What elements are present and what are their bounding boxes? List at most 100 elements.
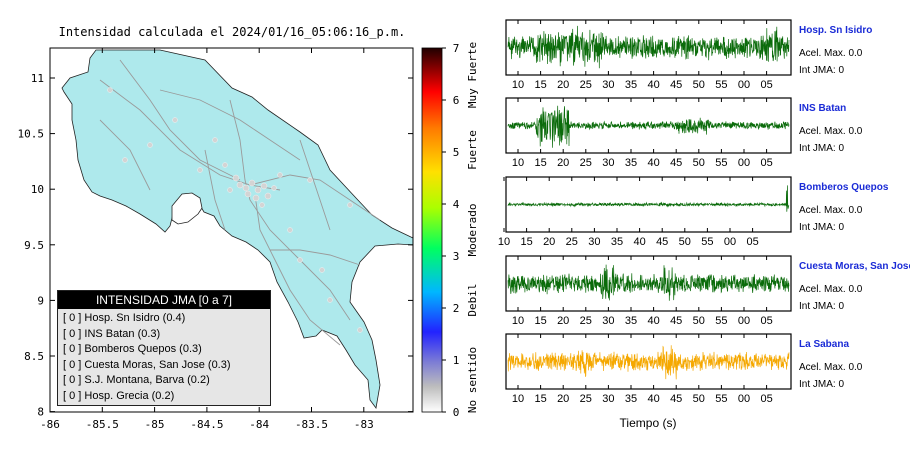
- time-tick-label: 55: [715, 157, 727, 169]
- time-tick-label: 30: [602, 157, 614, 169]
- time-tick-label: 35: [625, 315, 637, 327]
- map-x-tick-label: -84: [249, 418, 269, 431]
- time-tick-label: 30: [588, 236, 600, 248]
- station-max-acceleration: Acel. Max. 0.0: [799, 48, 863, 59]
- time-tick-label: 55: [701, 236, 713, 248]
- legend-item: [ 0 ] Hosp. Grecia (0.2): [63, 389, 175, 402]
- map-x-tick-label: -83: [354, 418, 374, 431]
- map-y-axis: 11 10.5 10 9.5 9 8.5 8: [18, 72, 413, 419]
- map-x-tick-label: -84.5: [190, 418, 223, 431]
- time-tick-label: 45: [656, 236, 668, 248]
- seismogram-trace: [507, 345, 790, 380]
- time-tick-label: 50: [693, 79, 705, 91]
- legend-list: [ 0 ] Hosp. Sn Isidro (0.4) [ 0 ] INS Bat…: [58, 311, 270, 405]
- legend-item: [ 0 ] Bomberos Quepos (0.3): [63, 343, 202, 356]
- seismogram-panel: 10 15 20 25 30 35 40 45 50 55 00 05: [505, 97, 792, 169]
- station-name: INS Batan: [799, 103, 847, 114]
- time-tick-label: 10: [512, 157, 524, 169]
- time-tick-label: 30: [602, 315, 614, 327]
- time-tick-label: 30: [602, 393, 614, 405]
- time-tick-label: 00: [738, 393, 750, 405]
- time-tick-label: 05: [760, 393, 772, 405]
- colorbar-tick-label: 0: [453, 406, 460, 419]
- colorbar-gradient: [421, 47, 443, 413]
- seismogram-panels: 10 15 20 25 30 35 40 45 50 55 00 05 10 15 20 25 30 35 40 45…: [498, 19, 792, 405]
- colorbar-category-label: Muy Fuerte: [466, 42, 479, 108]
- time-tick-label: 25: [580, 157, 592, 169]
- legend-item: [ 0 ] INS Batan (0.3): [63, 327, 161, 340]
- map-y-tick-label: 9.5: [24, 239, 44, 252]
- time-tick-label: 15: [520, 236, 532, 248]
- time-tick-label: 00: [738, 315, 750, 327]
- time-tick-label: 45: [670, 393, 682, 405]
- time-tick-label: 15: [534, 157, 546, 169]
- seismogram-panel: 10 15 20 25 30 35 40 45 50 55 00 05: [505, 333, 792, 405]
- time-tick-label: 05: [760, 157, 772, 169]
- time-tick-label: 35: [625, 79, 637, 91]
- time-tick-label: 40: [647, 393, 659, 405]
- colorbar-category-label: No sentido: [466, 347, 479, 413]
- time-tick-label: 05: [760, 315, 772, 327]
- station-points: [107, 87, 363, 333]
- time-tick-label: 00: [738, 79, 750, 91]
- costa-rica-landmass: [61, 49, 414, 409]
- legend-item: [ 0 ] Hosp. Sn Isidro (0.4): [63, 312, 186, 324]
- map-y-tick-label: 11: [31, 72, 44, 85]
- map-y-tick-label: 8.5: [24, 350, 44, 363]
- seismogram-panel: 10 15 20 25 30 35 40 45 50 55 00 05: [498, 176, 792, 248]
- time-tick-label: 50: [679, 236, 691, 248]
- colorbar-category-label: Moderado: [466, 204, 479, 257]
- station-name: Bomberos Quepos: [799, 182, 889, 193]
- time-tick-label: 00: [724, 236, 736, 248]
- time-tick-label: 20: [557, 315, 569, 327]
- station-name: Hosp. Sn Isidro: [799, 25, 873, 36]
- seismogram-panel: 10 15 20 25 30 35 40 45 50 55 00 05: [505, 19, 792, 91]
- map-x-axis: -86 -85.5 -85 -84.5 -84 -83.5 -83: [40, 48, 374, 431]
- station-max-acceleration: Acel. Max. 0.0: [799, 126, 863, 137]
- time-tick-label: 35: [611, 236, 623, 248]
- time-tick-label: 15: [534, 79, 546, 91]
- time-tick-label: 10: [512, 79, 524, 91]
- time-tick-label: 20: [557, 393, 569, 405]
- time-tick-label: 55: [715, 315, 727, 327]
- map-x-tick-label: -85: [145, 418, 165, 431]
- station-name: Cuesta Moras, San Jose: [799, 261, 910, 272]
- colorbar-tick-label: 5: [453, 146, 460, 159]
- map-x-tick-label: -86: [40, 418, 60, 431]
- legend-item: [ 0 ] S.J. Montana, Barva (0.2): [63, 374, 210, 387]
- time-tick-label: 50: [693, 315, 705, 327]
- station-name: La Sabana: [799, 339, 850, 350]
- time-tick-label: 50: [693, 393, 705, 405]
- legend-title: INTENSIDAD JMA [0 a 7]: [58, 291, 270, 309]
- time-tick-label: 20: [543, 236, 555, 248]
- station-jma-intensity: Int JMA: 0: [799, 65, 845, 76]
- time-tick-label: 05: [760, 79, 772, 91]
- time-tick-label: 10: [498, 236, 510, 248]
- time-tick-label: 40: [647, 315, 659, 327]
- colorbar-tick-label: 6: [453, 94, 460, 107]
- time-tick-label: 40: [647, 79, 659, 91]
- time-tick-label: 25: [580, 393, 592, 405]
- station-jma-intensity: Int JMA: 0: [799, 379, 845, 390]
- seismogram-trace: [507, 25, 790, 69]
- time-tick-label: 55: [715, 393, 727, 405]
- time-tick-label: 40: [647, 157, 659, 169]
- time-tick-label: 45: [670, 157, 682, 169]
- time-tick-label: 30: [602, 79, 614, 91]
- seismogram-trace: [507, 264, 790, 301]
- time-tick-label: 20: [557, 157, 569, 169]
- map-x-tick-label: -83.5: [295, 418, 328, 431]
- map-y-tick-label: 10: [31, 183, 44, 196]
- time-tick-label: 15: [534, 315, 546, 327]
- colorbar-tick-label: 4: [453, 198, 460, 211]
- time-tick-label: 45: [670, 315, 682, 327]
- map-x-tick-label: -85.5: [86, 418, 119, 431]
- time-tick-label: 25: [580, 315, 592, 327]
- station-max-acceleration: Acel. Max. 0.0: [799, 205, 863, 216]
- colorbar-category-label: Fuerte: [466, 130, 479, 170]
- station-max-acceleration: Acel. Max. 0.0: [799, 362, 863, 373]
- colorbar-category-label: Debil: [466, 283, 479, 316]
- colorbar-tick-label: 7: [453, 42, 460, 55]
- colorbar-tick-label: 3: [453, 250, 460, 263]
